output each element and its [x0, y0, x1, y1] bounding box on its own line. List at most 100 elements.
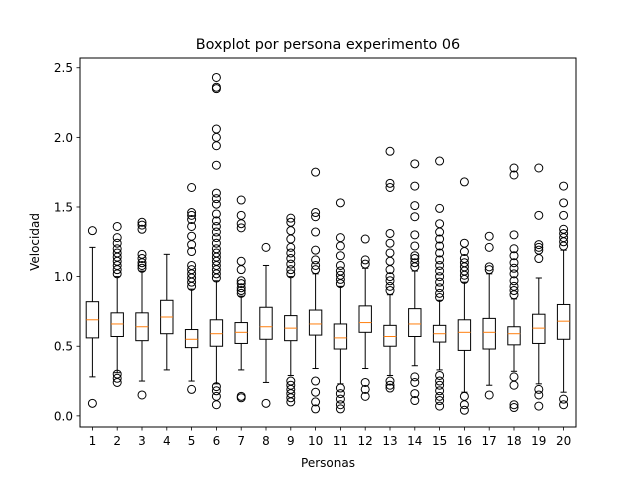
flier-point: [435, 272, 445, 282]
flier-point: [335, 400, 345, 410]
x-tick-label: 10: [308, 434, 323, 448]
flier-point: [435, 219, 445, 229]
x-tick-label: 7: [237, 434, 245, 448]
flier-point: [410, 389, 420, 399]
x-tick-label: 6: [213, 434, 221, 448]
flier-point: [509, 269, 519, 279]
flier-point: [385, 376, 395, 386]
flier-point: [211, 160, 221, 170]
box-group-5: [184, 182, 199, 394]
flier-point: [211, 386, 221, 396]
flier-point: [211, 72, 221, 82]
flier-point: [137, 260, 147, 270]
x-tick-label: 8: [262, 434, 270, 448]
flier-point: [385, 276, 395, 286]
flier-point: [484, 231, 494, 241]
flier-point: [435, 255, 445, 265]
flier-point: [435, 370, 445, 380]
flier-point: [559, 400, 569, 410]
flier-point: [435, 283, 445, 293]
flier-point: [236, 276, 246, 286]
flier-point: [286, 269, 296, 279]
flier-point: [459, 254, 469, 264]
box-group-4: [160, 253, 174, 371]
box-group-13: [383, 146, 397, 393]
flier-point: [335, 266, 345, 276]
y-tick-label: 2.0: [54, 131, 73, 145]
flier-point: [311, 397, 321, 407]
flier-point: [459, 177, 469, 187]
box-iqr: [532, 313, 546, 344]
x-tick-label: 2: [113, 434, 121, 448]
flier-point: [459, 238, 469, 248]
box-group-6: [209, 72, 224, 410]
flier-point: [236, 279, 246, 289]
flier-point: [534, 401, 544, 411]
flier-point: [534, 390, 544, 400]
box-iqr: [259, 306, 273, 340]
flier-point: [137, 224, 147, 234]
plot-area: [85, 72, 571, 415]
flier-point: [534, 163, 544, 173]
flier-point: [509, 276, 519, 286]
flier-point: [211, 248, 221, 258]
flier-point: [410, 201, 420, 211]
flier-point: [410, 372, 420, 382]
box-iqr: [209, 319, 224, 347]
flier-point: [211, 188, 221, 198]
flier-point: [187, 260, 197, 270]
flier-point: [559, 224, 569, 234]
flier-point: [286, 265, 296, 275]
flier-point: [534, 240, 544, 250]
flier-point: [435, 401, 445, 411]
flier-point: [112, 244, 122, 254]
flier-point: [211, 221, 221, 231]
box-iqr: [234, 322, 248, 344]
flier-point: [335, 251, 345, 261]
box-iqr: [358, 305, 372, 333]
flier-point: [187, 208, 197, 218]
flier-point: [509, 170, 519, 180]
flier-point: [410, 241, 420, 251]
box-iqr: [383, 324, 397, 347]
flier-point: [211, 391, 221, 401]
x-axis: 1 2 3 4 5 6 7 8 9 10 11 12 13 14 15 16 17 18 19 20: [89, 427, 571, 448]
x-axis-label: Personas: [301, 456, 355, 470]
flier-point: [286, 259, 296, 269]
flier-point: [286, 248, 296, 258]
flier-point: [459, 258, 469, 268]
box-group-17: [482, 231, 496, 400]
flier-point: [236, 391, 246, 401]
flier-point: [435, 234, 445, 244]
flier-point: [236, 286, 246, 296]
flier-point: [286, 217, 296, 227]
flier-point: [435, 203, 445, 213]
flier-point: [112, 248, 122, 258]
x-tick-label: 15: [432, 434, 447, 448]
flier-point: [559, 228, 569, 238]
flier-point: [335, 270, 345, 280]
box-iqr: [184, 329, 199, 349]
flier-point: [311, 245, 321, 255]
flier-point: [534, 384, 544, 394]
flier-point: [559, 210, 569, 220]
box-group-2: [110, 221, 124, 387]
flier-point: [385, 238, 395, 248]
flier-point: [509, 286, 519, 296]
box-group-16: [457, 177, 472, 415]
flier-point: [410, 377, 420, 387]
flier-point: [385, 281, 395, 291]
flier-point: [286, 254, 296, 264]
flier-point: [484, 262, 494, 272]
box-group-7: [234, 195, 248, 403]
flier-point: [410, 258, 420, 268]
flier-point: [410, 254, 420, 264]
flier-point: [410, 251, 420, 261]
box-iqr: [333, 323, 348, 350]
flier-point: [187, 247, 197, 257]
box-group-18: [507, 163, 521, 413]
flier-point: [286, 213, 296, 223]
flier-point: [385, 228, 395, 238]
flier-point: [435, 386, 445, 396]
